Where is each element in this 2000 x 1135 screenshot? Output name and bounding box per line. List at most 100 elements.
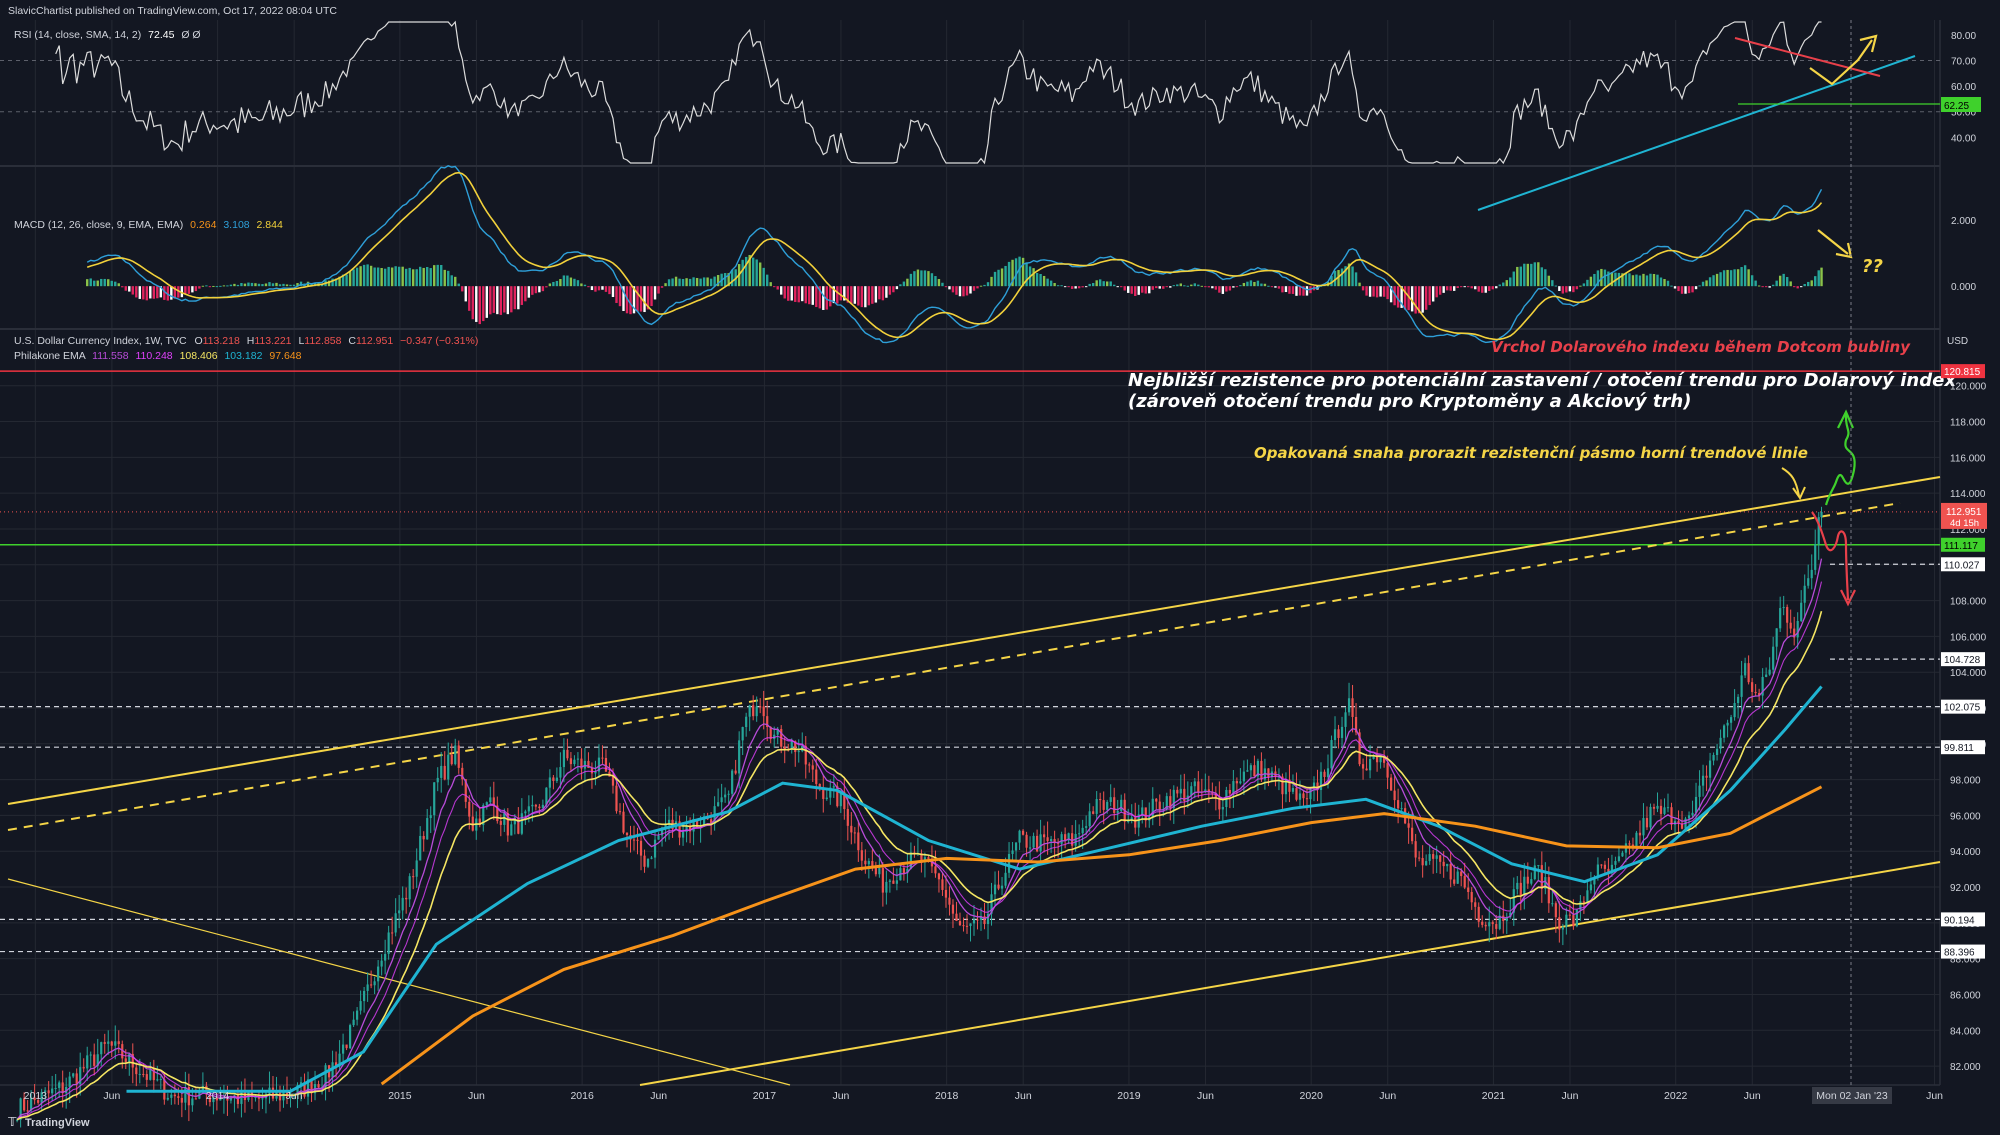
macd-histogram-bar xyxy=(1148,286,1151,294)
candle-body xyxy=(1344,712,1347,727)
tradingview-logo[interactable]: 𝕋 TradingView xyxy=(8,1115,90,1129)
macd-histogram-bar xyxy=(499,286,503,315)
candle-body xyxy=(215,1097,219,1101)
macd-histogram-bar xyxy=(1337,270,1340,287)
candle-body xyxy=(114,1041,117,1046)
macd-histogram-bar xyxy=(1200,285,1204,287)
macd-histogram-bar xyxy=(1039,273,1042,287)
time-axis[interactable]: 2013 Jun 2014 Jun 2015 Jun 2016 Jun 2017 Jun 2018 J… xyxy=(24,1090,1943,1102)
macd-histogram-bar xyxy=(702,277,706,287)
macd-histogram-bar xyxy=(937,279,941,287)
dotcom-peak-note: Vrchol Dolarového indexu během Dotcom bu… xyxy=(1491,338,1911,356)
macd-histogram-bar xyxy=(1077,286,1081,289)
candle-body xyxy=(685,825,688,833)
candle-body xyxy=(811,765,814,770)
macd-histogram-bar xyxy=(1151,286,1154,290)
macd-histogram-bar xyxy=(345,274,348,287)
macd-histogram-bar xyxy=(625,286,629,314)
symbol-legend[interactable]: U.S. Dollar Currency Index, 1W, TVC O113… xyxy=(14,335,478,347)
candle-body xyxy=(752,705,755,717)
macd-legend[interactable]: MACD (12, 26, close, 9, EMA, EMA) 0.264 … xyxy=(14,219,283,231)
macd-histogram-bar xyxy=(1729,270,1733,287)
candle-body xyxy=(657,835,660,840)
macd-histogram-bar xyxy=(1449,286,1452,291)
candle-body xyxy=(1435,855,1438,859)
macd-histogram-bar xyxy=(730,269,734,287)
price-axis-label: 98.000 xyxy=(1950,776,1981,787)
ema-legend[interactable]: Philakone EMA 111.558 110.248 108.406 10… xyxy=(14,350,302,362)
macd-histogram-bar xyxy=(780,286,783,295)
macd-histogram-bar xyxy=(776,286,779,290)
macd-histogram-bar xyxy=(1593,273,1596,287)
candle-body xyxy=(1600,864,1603,866)
candle-body xyxy=(1067,833,1070,841)
macd-histogram-bar xyxy=(818,286,821,309)
candle-body xyxy=(110,1041,113,1046)
macd-histogram-bar xyxy=(1116,286,1119,288)
repeated-attempt-note: Opakovaná snaha prorazit rezistenční pás… xyxy=(1254,444,1808,462)
macd-histogram-bar xyxy=(1470,286,1473,289)
rsi-axis: 40.00 50.00 60.00 70.00 80.00 xyxy=(1951,31,1976,145)
macd-histogram-bar xyxy=(646,286,650,310)
macd-histogram-bar xyxy=(573,278,576,287)
macd-histogram-bar xyxy=(1694,286,1698,290)
macd-histogram-bar xyxy=(506,286,510,315)
candle-body xyxy=(520,813,523,834)
candle-body xyxy=(366,984,369,991)
price-level-tag xyxy=(1941,912,1985,927)
rsi-axis-label: 40.00 xyxy=(1951,133,1976,144)
candle-body xyxy=(639,840,643,856)
macd-histogram-bar xyxy=(100,278,103,287)
candle-body xyxy=(1712,755,1715,761)
macd-histogram-bar xyxy=(892,286,895,293)
macd-histogram-bar xyxy=(359,266,362,287)
macd-histogram-bar xyxy=(1747,269,1750,287)
macd-histogram-bar xyxy=(1488,286,1491,292)
candle-body xyxy=(345,1044,348,1049)
macd-histogram-bar xyxy=(1056,285,1060,287)
candle-body xyxy=(471,816,474,831)
rsi-legend[interactable]: RSI (14, close, SMA, 14, 2) 72.45 Ø Ø xyxy=(14,29,201,41)
macd-histogram-bar xyxy=(201,285,205,287)
macd-histogram-bar xyxy=(243,283,247,287)
candle-body xyxy=(948,897,951,905)
macd-histogram-bar xyxy=(664,283,667,287)
macd-histogram-bar xyxy=(1628,273,1631,287)
macd-histogram-bar xyxy=(990,276,993,287)
macd-histogram-bar xyxy=(1498,284,1501,287)
macd-histogram-bar xyxy=(86,279,89,287)
time-axis-label: Jun xyxy=(1562,1090,1579,1102)
candle-body xyxy=(664,824,667,828)
candle-body xyxy=(857,832,860,851)
candle-body xyxy=(1095,799,1098,814)
candle-body xyxy=(1351,698,1354,717)
macd-histogram-bar xyxy=(380,267,383,287)
macd-histogram-bar xyxy=(170,286,173,300)
price-level-tag xyxy=(1941,740,1985,755)
candle-body xyxy=(107,1041,110,1044)
candle-body xyxy=(303,1082,306,1097)
candle-body xyxy=(184,1087,187,1103)
macd-histogram-bar xyxy=(1586,279,1589,287)
macd-histogram-bar xyxy=(426,267,429,287)
macd-histogram-bar xyxy=(794,286,797,302)
macd-histogram-bar xyxy=(1379,286,1382,297)
candle-body xyxy=(1670,807,1673,825)
macd-histogram-bar xyxy=(429,268,432,287)
macd-histogram-bar xyxy=(468,286,471,311)
candle-body xyxy=(468,801,471,817)
macd-histogram-bar xyxy=(997,269,1000,287)
candle-body xyxy=(1663,807,1666,814)
candle-body xyxy=(282,1092,285,1101)
macd-histogram-bar xyxy=(1726,269,1729,287)
macd-histogram-bar xyxy=(1768,286,1771,288)
candle-body xyxy=(650,857,653,859)
macd-histogram-bar xyxy=(1302,286,1305,296)
macd-histogram-bar xyxy=(1540,267,1544,287)
candle-body xyxy=(727,793,730,795)
candle-body xyxy=(1474,902,1477,907)
candle-body xyxy=(731,770,734,794)
macd-histogram-bar xyxy=(962,286,965,297)
macd-histogram-bar xyxy=(1509,277,1512,287)
